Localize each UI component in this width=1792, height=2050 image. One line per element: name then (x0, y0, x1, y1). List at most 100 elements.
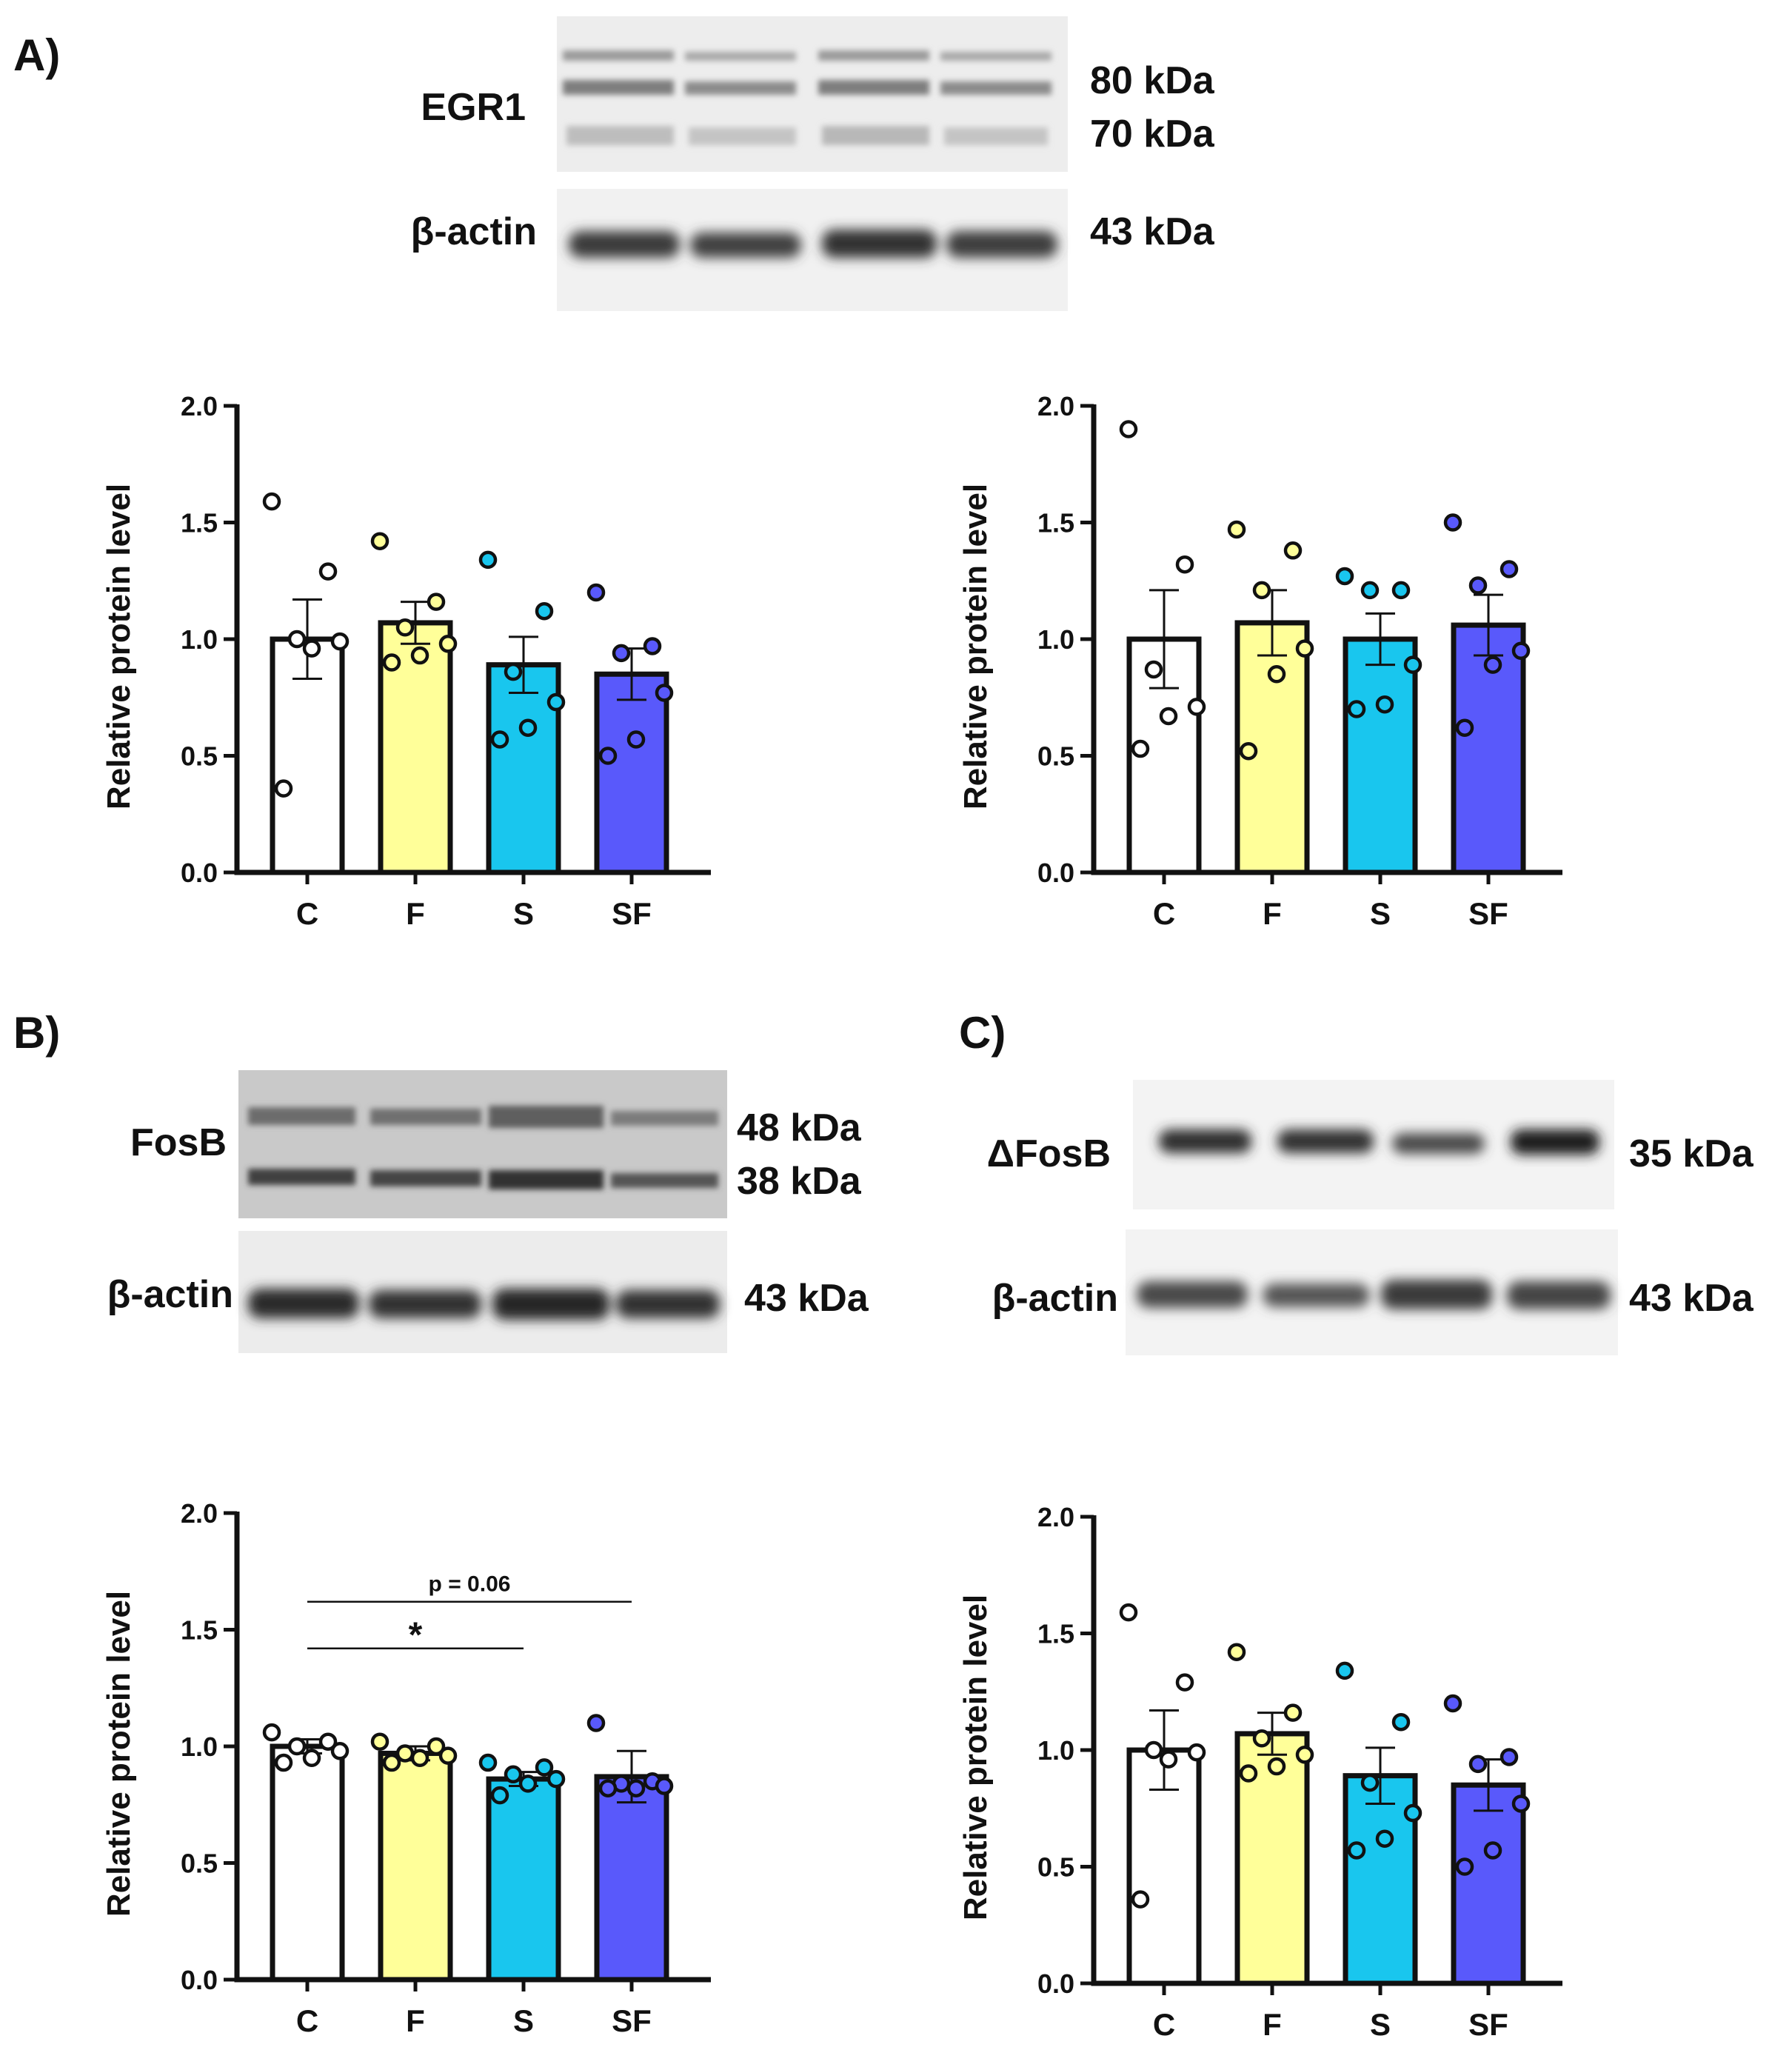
y-tick-label: 1.5 (1037, 1619, 1074, 1649)
data-point (1468, 576, 1488, 595)
data-point (598, 1779, 618, 1797)
data-point (1295, 639, 1314, 658)
x-tick-label-sf: SF (612, 896, 652, 931)
data-point (1295, 1746, 1314, 1764)
data-point (410, 646, 429, 665)
data-point (1360, 581, 1380, 600)
data-point (1391, 581, 1411, 600)
data-point (1443, 1694, 1462, 1713)
chart-delta-fosb: 0.0 0.5 1.0 1.5 2.0 C F S SF Relative protein lev… (957, 1502, 1562, 2042)
bar-s (1343, 636, 1418, 875)
bar-s (486, 1776, 561, 1983)
x-tick-label-f: F (1263, 896, 1282, 931)
data-point (1267, 665, 1286, 684)
y-tick-label: 0.5 (181, 1849, 218, 1879)
data-point (1144, 660, 1163, 679)
data-point (1511, 641, 1531, 660)
blot-fosb-protein-label: FosB (130, 1121, 227, 1164)
x-tick-label-c: C (296, 896, 318, 931)
data-point (1375, 1829, 1394, 1848)
data-point (1267, 1757, 1286, 1776)
data-point (643, 637, 662, 655)
blot-delta-fosb-actin-label: β-actin (992, 1277, 1118, 1320)
data-point (504, 1765, 523, 1784)
data-point (612, 644, 631, 663)
panel-label-b: B) (13, 1008, 60, 1058)
data-point (1227, 520, 1246, 539)
y-tick-label: 0.0 (1037, 1969, 1074, 1999)
data-point (655, 1777, 674, 1795)
chart-fosb: 0.0 0.5 1.0 1.5 2.0 C F S SF Relative protein lev… (101, 1498, 711, 2038)
data-point (1360, 1773, 1380, 1792)
blot-egr1: EGR1 80 kDa 70 kDa β-actin 43 kDa (411, 16, 1215, 311)
x-tick-label-sf: SF (612, 2003, 652, 2038)
bar-s (1343, 1773, 1418, 1986)
data-point (1335, 1661, 1354, 1680)
blot-fosb-kda-1: 48 kDa (737, 1106, 862, 1149)
y-tick-label: 2.0 (181, 391, 218, 421)
blot-delta-fosb-protein-label: ΔFosB (987, 1132, 1111, 1175)
data-point (478, 550, 498, 570)
y-axis-label: Relative protein level (957, 484, 994, 809)
data-point (1347, 700, 1366, 718)
blot-egr1-actin-label: β-actin (411, 210, 537, 253)
blot-fosb-actin-kda: 43 kDa (744, 1277, 869, 1320)
error-bar-c (1149, 1709, 1179, 1792)
blot-egr1-kda-2: 70 kDa (1090, 113, 1215, 156)
data-point (518, 718, 538, 737)
data-point (1131, 739, 1150, 758)
data-point (382, 653, 401, 672)
bar-s (486, 662, 561, 875)
x-tick-label-s: S (513, 2003, 534, 2038)
data-point (1500, 560, 1519, 578)
data-point (490, 730, 509, 749)
y-tick-label: 0.0 (181, 858, 218, 888)
blot-egr1-protein-label: EGR1 (421, 86, 526, 129)
data-point (535, 1758, 554, 1777)
data-point (318, 1732, 338, 1751)
x-tick-label-sf: SF (1468, 896, 1508, 931)
y-tick-label: 0.0 (1037, 858, 1074, 888)
blot-fosb-membrane (238, 1070, 727, 1218)
data-point (1455, 718, 1474, 737)
bar-sf (594, 671, 669, 875)
y-tick-label: 0.5 (1037, 741, 1074, 772)
y-axis-label: Relative protein level (101, 484, 137, 809)
error-bar-sf (1474, 593, 1503, 657)
y-tick-label: 2.0 (1037, 1502, 1074, 1532)
y-tick-label: 1.0 (1037, 1735, 1074, 1766)
data-point (504, 662, 523, 681)
y-axis-label: Relative protein level (101, 1591, 137, 1917)
error-bar-f (1257, 1712, 1287, 1756)
blot-delta-fosb-actin-bands (1137, 1280, 1611, 1309)
blot-fosb-actin-label: β-actin (107, 1273, 233, 1316)
blot-egr1-actin-bands (569, 230, 1057, 258)
data-point (427, 1737, 446, 1756)
data-point (586, 583, 606, 602)
data-point (438, 1746, 458, 1765)
significance-label: * (409, 1616, 423, 1655)
error-bar-c (1149, 589, 1179, 690)
blot-fosb-bands (248, 1106, 718, 1189)
error-bar-c (292, 598, 322, 681)
bar-c (270, 1743, 345, 1983)
blot-delta-fosb-bands (1159, 1129, 1599, 1155)
data-point (330, 1742, 350, 1760)
y-tick-label: 1.5 (181, 508, 218, 538)
data-point (1119, 420, 1138, 438)
y-axis-label: Relative protein level (957, 1595, 994, 1920)
blot-egr1-bands (563, 50, 1052, 145)
data-point (370, 1732, 390, 1751)
data-point (490, 1786, 509, 1805)
data-point (1403, 655, 1422, 674)
x-tick-label-sf: SF (1468, 2007, 1508, 2042)
y-tick-label: 0.5 (1037, 1852, 1074, 1883)
data-point (1335, 567, 1354, 586)
data-point (598, 747, 618, 765)
error-bar-f (401, 601, 430, 645)
blot-delta-fosb-actin-kda: 43 kDa (1629, 1277, 1754, 1320)
data-point (262, 492, 281, 511)
data-point (1239, 741, 1258, 761)
x-tick-label-s: S (513, 896, 534, 931)
data-point (395, 618, 415, 637)
